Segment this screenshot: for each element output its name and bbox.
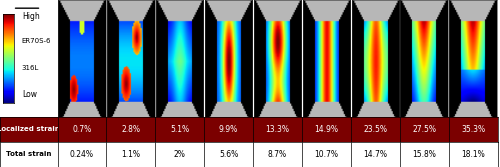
Text: 9.9%: 9.9% [219, 125, 238, 134]
Text: 14.7%: 14.7% [364, 150, 388, 159]
Text: Total strain: Total strain [6, 151, 52, 157]
Text: 5.1%: 5.1% [170, 125, 190, 134]
Text: 0.7%: 0.7% [72, 125, 92, 134]
Text: 14.9%: 14.9% [314, 125, 338, 134]
Text: 0.24%: 0.24% [70, 150, 94, 159]
Text: 2%: 2% [174, 150, 186, 159]
Text: 1.1%: 1.1% [122, 150, 141, 159]
Text: 18.1%: 18.1% [461, 150, 485, 159]
Text: ER70S-6: ER70S-6 [22, 38, 52, 44]
Text: Localized strain: Localized strain [0, 126, 60, 132]
Text: High: High [22, 12, 40, 21]
Text: Low: Low [22, 90, 37, 99]
Text: 10.7%: 10.7% [314, 150, 338, 159]
Text: 27.5%: 27.5% [412, 125, 436, 134]
Text: 2.8%: 2.8% [122, 125, 141, 134]
Text: 10 mm: 10 mm [14, 0, 40, 2]
Text: 23.5%: 23.5% [364, 125, 388, 134]
Text: 35.3%: 35.3% [461, 125, 485, 134]
Text: 316L: 316L [22, 65, 39, 71]
Text: 8.7%: 8.7% [268, 150, 287, 159]
Text: 15.8%: 15.8% [412, 150, 436, 159]
Text: 5.6%: 5.6% [219, 150, 238, 159]
Text: 13.3%: 13.3% [266, 125, 289, 134]
